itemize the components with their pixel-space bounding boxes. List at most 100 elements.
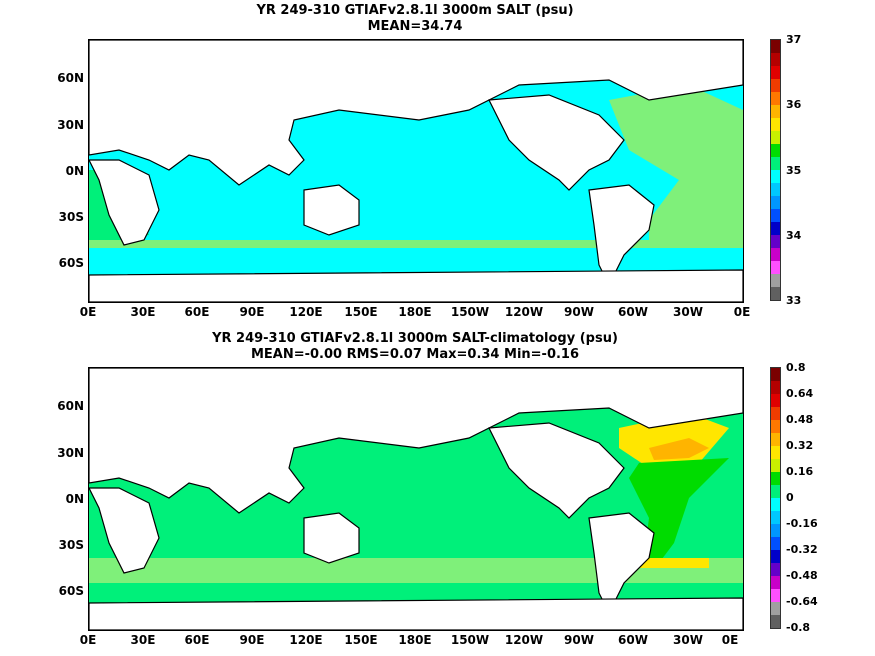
colorbar-segment [771, 589, 780, 602]
panel2-ylabel: 30N [57, 446, 84, 460]
panel1-xlabel: 0E [733, 305, 751, 319]
colorbar-segment [771, 537, 780, 550]
colorbar-segment [771, 368, 780, 381]
colorbar-segment [771, 209, 780, 222]
panel2-xlabel: 0E [79, 633, 97, 647]
panel2-colorbar-label: -0.16 [786, 517, 818, 530]
panel2-colorbar-label: 0.32 [786, 439, 814, 452]
panel2-xlabel: 0E [721, 633, 739, 647]
colorbar-segment [771, 381, 780, 394]
panel1-xlabel: 90E [239, 305, 265, 319]
colorbar-segment [771, 248, 780, 261]
colorbar-segment [771, 79, 780, 92]
panel2-colorbar-label: 0.64 [786, 387, 814, 400]
colorbar-segment [771, 183, 780, 196]
panel1-map-svg [88, 39, 744, 303]
australia-landmass [303, 512, 360, 564]
panel2-xlabel: 30W [673, 633, 703, 647]
panel2-ylabel: 0N [65, 492, 84, 506]
colorbar-segment [771, 274, 780, 287]
panel2-colorbar-label: 0.16 [786, 465, 814, 478]
panel2-colorbar-label: 0.8 [786, 361, 806, 374]
panel2-ylabel: 60S [58, 584, 84, 598]
antarctica-landmass [88, 269, 744, 303]
panel1-xlabel: 120W [504, 305, 544, 319]
panel2-title-line2: MEAN=-0.00 RMS=0.07 Max=0.34 Min=-0.16 [250, 347, 580, 362]
colorbar-segment [771, 144, 780, 157]
colorbar-segment [771, 170, 780, 183]
colorbar-segment [771, 157, 780, 170]
colorbar-segment [771, 235, 780, 248]
colorbar-segment [771, 53, 780, 66]
colorbar-segment [771, 92, 780, 105]
colorbar-segment [771, 615, 780, 628]
colorbar-segment [771, 563, 780, 576]
atlantic-mid-anomaly [629, 458, 729, 563]
colorbar-segment [771, 196, 780, 209]
panel2-xlabel: 30E [130, 633, 156, 647]
panel1-colorbar-label: 36 [786, 98, 802, 111]
panel1-colorbar-label: 37 [786, 33, 802, 46]
south-america-landmass [588, 512, 655, 615]
panel1-title-line1: YR 249-310 GTIAFv2.8.1l 3000m SALT (psu) [256, 3, 574, 18]
antarctica-landmass [88, 597, 744, 631]
panel2-title-line1: YR 249-310 GTIAFv2.8.1l 3000m SALT-clima… [212, 331, 618, 346]
panel2-colorbar [770, 367, 781, 629]
colorbar-segment [771, 602, 780, 615]
south-america-landmass [588, 184, 655, 287]
panel2-colorbar-label: -0.64 [786, 595, 818, 608]
panel1-ylabel: 30N [57, 118, 84, 132]
north-america-landmass [488, 94, 625, 191]
panel2-colorbar-label: -0.32 [786, 543, 818, 556]
panel1-colorbar-label: 35 [786, 164, 802, 177]
atlantic-salty-region [609, 85, 743, 245]
panel1-colorbar [770, 39, 781, 301]
panel2-colorbar-label: 0 [786, 491, 794, 504]
panel1-xlabel: 150E [344, 305, 378, 319]
colorbar-segment [771, 105, 780, 118]
panel1-xlabel: 180E [398, 305, 432, 319]
colorbar-segment [771, 485, 780, 498]
panel2-ylabel: 60N [57, 399, 84, 413]
eurasia-landmass [88, 39, 744, 186]
colorbar-segment [771, 66, 780, 79]
panel1-xlabel: 60E [184, 305, 210, 319]
colorbar-segment [771, 446, 780, 459]
north-america-landmass [488, 422, 625, 519]
colorbar-segment [771, 131, 780, 144]
panel2-colorbar-label: 0.48 [786, 413, 814, 426]
colorbar-segment [771, 524, 780, 537]
panel2-xlabel: 120E [289, 633, 323, 647]
panel2-colorbar-label: -0.48 [786, 569, 818, 582]
panel1-map [88, 39, 744, 303]
colorbar-segment [771, 287, 780, 300]
colorbar-segment [771, 498, 780, 511]
south-atlantic-high-anomaly [639, 558, 709, 568]
land-masses-2 [88, 367, 744, 631]
panel2-xlabel: 60W [618, 633, 648, 647]
southern-band [89, 240, 743, 248]
panel1-xlabel: 150W [450, 305, 490, 319]
panel2-map-svg [88, 367, 744, 631]
north-atlantic-max-anomaly [649, 438, 709, 460]
panel1-xlabel: 0E [79, 305, 97, 319]
africa-landmass [88, 487, 160, 574]
panel1-xlabel: 120E [289, 305, 323, 319]
panel1-xlabel: 30W [673, 305, 703, 319]
panel2-map [88, 367, 744, 631]
africa-landmass [88, 159, 160, 246]
panel2-xlabel: 120W [504, 633, 544, 647]
colorbar-segment [771, 550, 780, 563]
panel1-ylabel: 0N [65, 164, 84, 178]
panel1-xlabel: 90W [564, 305, 594, 319]
colorbar-segment [771, 118, 780, 131]
panel1-ylabel: 60N [57, 71, 84, 85]
panel2-xlabel: 90W [564, 633, 594, 647]
panel1-title-line2: MEAN=34.74 [367, 19, 463, 34]
colorbar-segment [771, 40, 780, 53]
panel2-xlabel: 90E [239, 633, 265, 647]
panel2-xlabel: 150W [450, 633, 490, 647]
panel1-colorbar-label: 33 [786, 294, 802, 307]
panel2-xlabel: 60E [184, 633, 210, 647]
panel1-colorbar-label: 34 [786, 229, 802, 242]
